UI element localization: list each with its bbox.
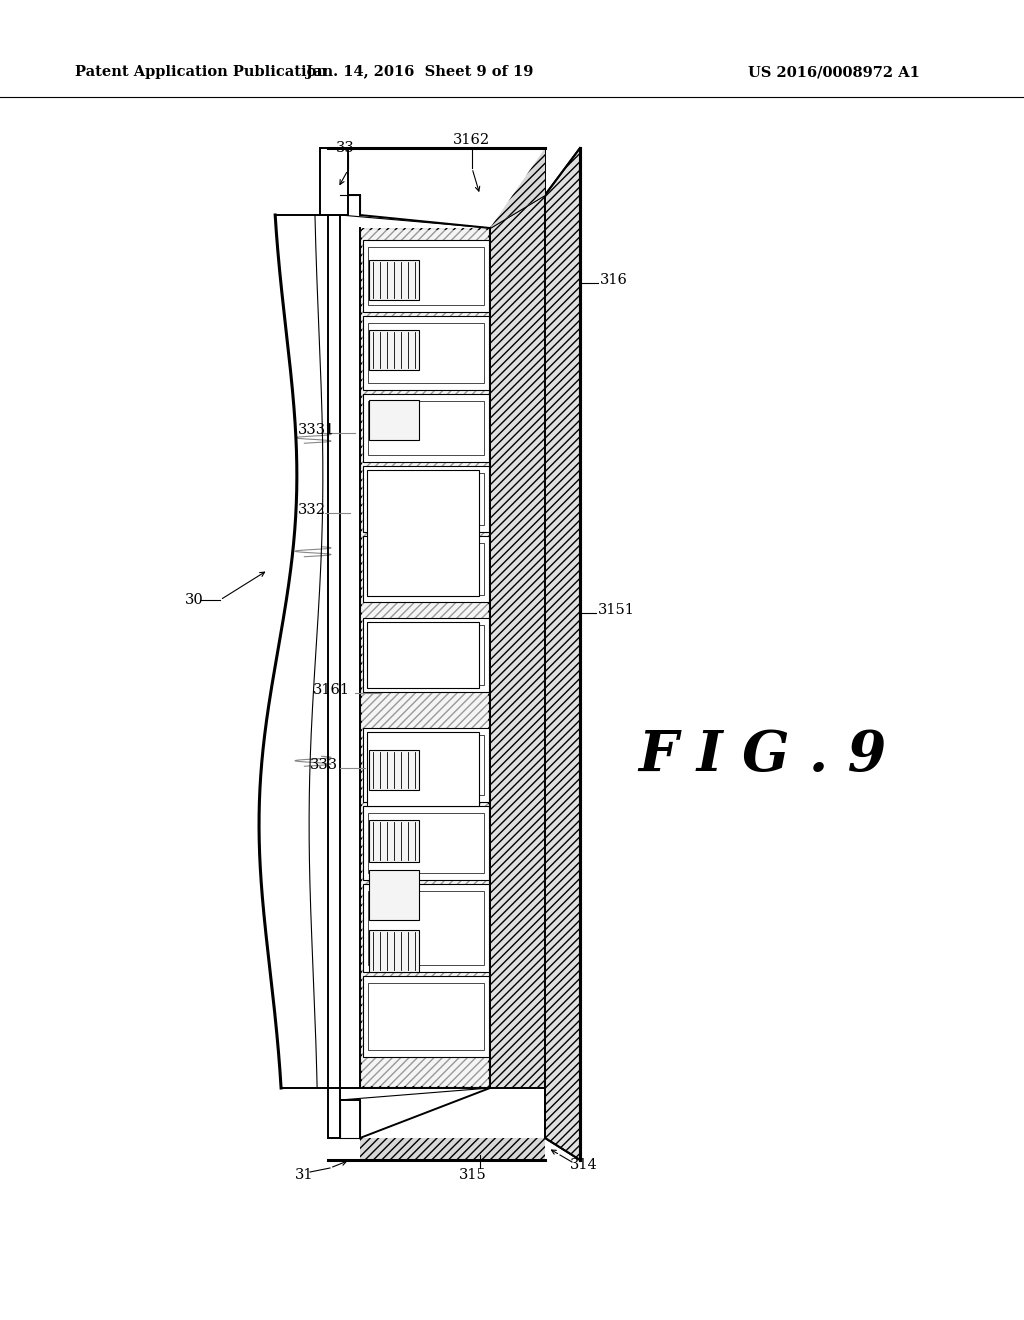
Bar [368,401,484,455]
Text: 3162: 3162 [453,133,490,147]
Bar [369,330,419,370]
Polygon shape [328,1088,490,1138]
Text: Jan. 14, 2016  Sheet 9 of 19: Jan. 14, 2016 Sheet 9 of 19 [306,65,534,79]
Bar [368,735,484,795]
Bar [369,400,419,440]
Bar [362,729,489,803]
Text: 315: 315 [459,1168,486,1181]
Bar [368,624,484,685]
Bar [368,323,484,383]
Bar [362,466,489,532]
Text: US 2016/0008972 A1: US 2016/0008972 A1 [748,65,920,79]
Bar [360,228,490,1088]
Bar [362,315,489,389]
Bar [367,470,479,597]
Text: 3331: 3331 [298,422,335,437]
Bar [362,230,488,1086]
Bar [369,820,419,862]
Bar [362,536,489,602]
Text: 3151: 3151 [598,603,635,616]
Bar [362,884,489,972]
Bar [367,733,479,807]
Text: 31: 31 [295,1168,313,1181]
Bar [362,618,489,692]
Text: Patent Application Publication: Patent Application Publication [75,65,327,79]
Bar [362,975,489,1057]
Bar [319,148,348,215]
Text: 33: 33 [336,141,354,154]
Bar [368,247,484,305]
Text: 3161: 3161 [313,682,350,697]
Bar [369,931,419,972]
Polygon shape [259,215,328,1088]
Bar [368,543,484,595]
Bar [368,473,484,525]
Bar [367,622,479,688]
Bar [368,983,484,1049]
Bar [362,393,489,462]
Bar [369,750,419,789]
Text: 316: 316 [600,273,628,286]
Polygon shape [328,148,545,228]
Polygon shape [360,1138,545,1160]
Bar [362,807,489,880]
Polygon shape [490,148,580,1160]
Bar [369,870,419,920]
Bar [368,891,484,965]
Text: 314: 314 [570,1158,598,1172]
Bar [369,260,419,300]
Text: F I G . 9: F I G . 9 [638,727,886,783]
Text: 333: 333 [310,758,338,772]
Text: 30: 30 [185,593,204,607]
Bar [368,813,484,873]
Bar [362,240,489,312]
Polygon shape [490,148,545,228]
Text: 332: 332 [298,503,326,517]
